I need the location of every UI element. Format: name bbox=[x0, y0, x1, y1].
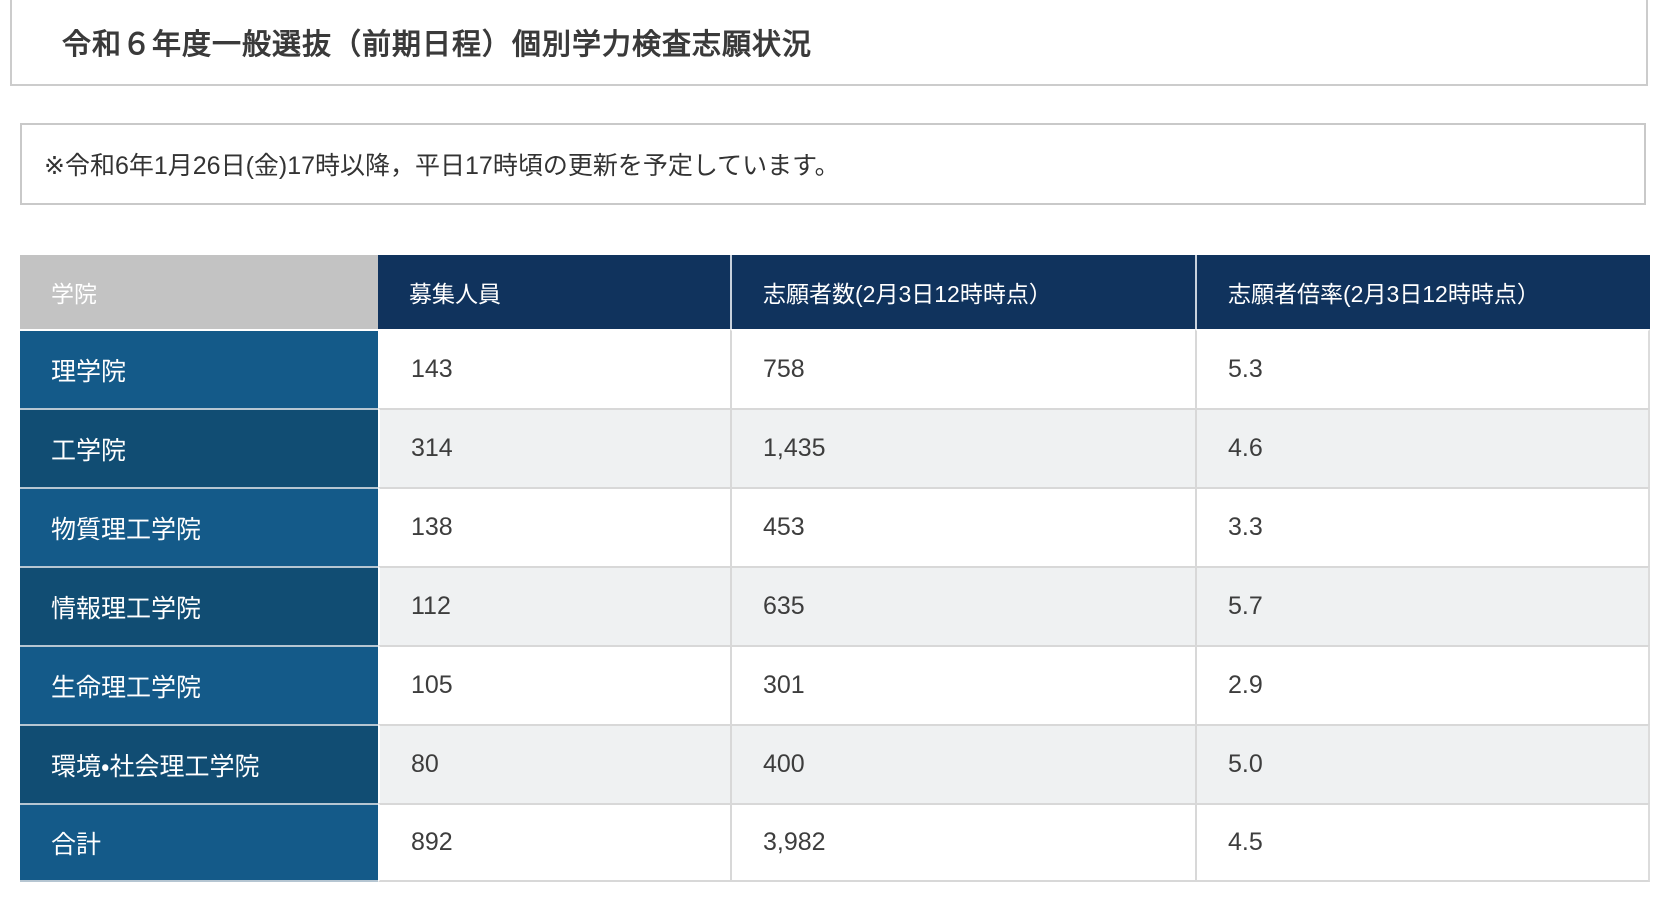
school-name-cell: 理学院 bbox=[20, 329, 378, 408]
table-row: 工学院 314 1,435 4.6 bbox=[20, 408, 1650, 487]
applicants-cell: 3,982 bbox=[730, 803, 1195, 882]
applications-table: 学院 募集人員 志願者数(2月3日12時時点） 志願者倍率(2月3日12時時点）… bbox=[20, 255, 1650, 882]
school-name-cell: 工学院 bbox=[20, 408, 378, 487]
school-name-cell: 環境・社会理工学院 bbox=[20, 724, 378, 803]
ratio-cell: 2.9 bbox=[1195, 645, 1650, 724]
table-row: 生命理工学院 105 301 2.9 bbox=[20, 645, 1650, 724]
table-row: 理学院 143 758 5.3 bbox=[20, 329, 1650, 408]
ratio-cell: 5.7 bbox=[1195, 566, 1650, 645]
table-row-total: 合計 892 3,982 4.5 bbox=[20, 803, 1650, 882]
applicants-cell: 758 bbox=[730, 329, 1195, 408]
school-name-cell: 物質理工学院 bbox=[20, 487, 378, 566]
capacity-cell: 112 bbox=[378, 566, 730, 645]
capacity-cell: 143 bbox=[378, 329, 730, 408]
applicants-cell: 453 bbox=[730, 487, 1195, 566]
school-name-cell: 合計 bbox=[20, 803, 378, 882]
ratio-cell: 4.5 bbox=[1195, 803, 1650, 882]
capacity-cell: 138 bbox=[378, 487, 730, 566]
page-title: 令和６年度一般選抜（前期日程）個別学力検査志願状況 bbox=[62, 29, 813, 61]
ratio-cell: 5.0 bbox=[1195, 724, 1650, 803]
capacity-cell: 80 bbox=[378, 724, 730, 803]
capacity-cell: 314 bbox=[378, 408, 730, 487]
capacity-cell: 892 bbox=[378, 803, 730, 882]
notice-text: ※令和6年1月26日(金)17時以降，平日17時頃の更新を予定しています。 bbox=[44, 152, 840, 180]
ratio-cell: 5.3 bbox=[1195, 329, 1650, 408]
ratio-cell: 4.6 bbox=[1195, 408, 1650, 487]
table-row: 環境・社会理工学院 80 400 5.0 bbox=[20, 724, 1650, 803]
table-header-row: 学院 募集人員 志願者数(2月3日12時時点） 志願者倍率(2月3日12時時点） bbox=[20, 255, 1650, 329]
column-header-school: 学院 bbox=[20, 255, 378, 329]
column-header-ratio: 志願者倍率(2月3日12時時点） bbox=[1195, 255, 1650, 329]
applicants-cell: 1,435 bbox=[730, 408, 1195, 487]
capacity-cell: 105 bbox=[378, 645, 730, 724]
school-name-cell: 生命理工学院 bbox=[20, 645, 378, 724]
column-header-capacity: 募集人員 bbox=[378, 255, 730, 329]
notice-box: ※令和6年1月26日(金)17時以降，平日17時頃の更新を予定しています。 bbox=[20, 123, 1646, 205]
applicants-cell: 301 bbox=[730, 645, 1195, 724]
table-row: 物質理工学院 138 453 3.3 bbox=[20, 487, 1650, 566]
ratio-cell: 3.3 bbox=[1195, 487, 1650, 566]
applicants-cell: 635 bbox=[730, 566, 1195, 645]
column-header-applicants: 志願者数(2月3日12時時点） bbox=[730, 255, 1195, 329]
applicants-cell: 400 bbox=[730, 724, 1195, 803]
school-name-cell: 情報理工学院 bbox=[20, 566, 378, 645]
table-row: 情報理工学院 112 635 5.7 bbox=[20, 566, 1650, 645]
title-box: 令和６年度一般選抜（前期日程）個別学力検査志願状況 bbox=[10, 0, 1648, 86]
